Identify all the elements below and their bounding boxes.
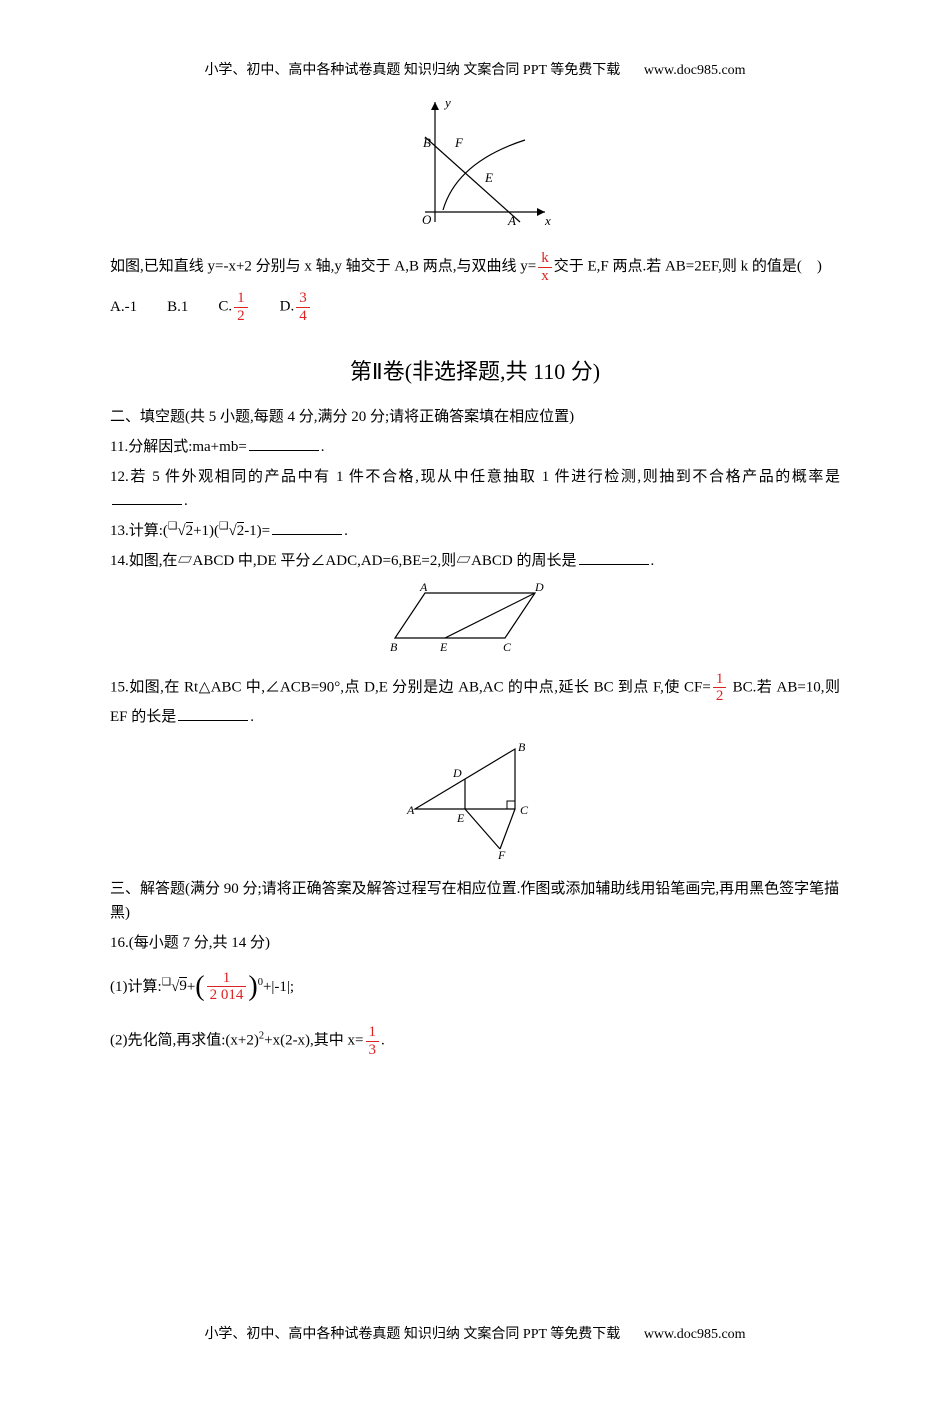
page-header: 小学、初中、高中各种试卷真题 知识归纳 文案合同 PPT 等免费下载 www.d… <box>110 60 840 82</box>
svg-text:D: D <box>534 583 544 594</box>
q10-options: A.-1 B.1 C.12 D.34 <box>110 290 840 324</box>
q11: 11.分解因式:ma+mb=. <box>110 435 840 459</box>
svg-text:y: y <box>443 95 451 110</box>
part2-title: 第Ⅱ卷(非选择题,共 110 分) <box>110 354 840 389</box>
figure-q10: y x O B F E A <box>110 92 840 240</box>
svg-text:x: x <box>544 213 551 228</box>
frac-k-x: kx <box>538 250 552 284</box>
opt-a: A.-1 <box>110 295 137 319</box>
blank <box>249 435 319 451</box>
q15: 15.如图,在 Rt△ABC 中,∠ACB=90°,点 D,E 分别是边 AB,… <box>110 671 840 729</box>
svg-text:A: A <box>507 213 516 228</box>
q13: 13.计算:(❑√2+1)(❑√2-1)=. <box>110 519 840 543</box>
svg-text:O: O <box>422 212 432 227</box>
blank <box>112 489 182 505</box>
svg-text:B: B <box>518 740 526 754</box>
svg-text:F: F <box>454 135 464 150</box>
opt-b: B.1 <box>167 295 188 319</box>
footer-text: 小学、初中、高中各种试卷真题 知识归纳 文案合同 PPT 等免费下载 <box>204 1327 620 1342</box>
svg-text:A: A <box>419 583 428 594</box>
header-text: 小学、初中、高中各种试卷真题 知识归纳 文案合同 PPT 等免费下载 <box>204 63 620 78</box>
opt-d: D.34 <box>280 290 312 324</box>
svg-text:D: D <box>452 766 462 780</box>
opt-c: C.12 <box>218 290 249 324</box>
q16-2: (2)先化简,再求值:(x+2)2+x(2-x),其中 x=13. <box>110 1024 840 1058</box>
q10-graph-svg: y x O B F E A <box>395 92 555 232</box>
svg-text:C: C <box>503 640 512 653</box>
svg-text:F: F <box>497 848 506 859</box>
q10-text: 如图,已知直线 y=-x+2 分别与 x 轴,y 轴交于 A,B 两点,与双曲线… <box>110 250 840 284</box>
page-footer: 小学、初中、高中各种试卷真题 知识归纳 文案合同 PPT 等免费下载 www.d… <box>110 1324 840 1346</box>
blank <box>178 705 248 721</box>
q12: 12.若 5 件外观相同的产品中有 1 件不合格,现从中任意抽取 1 件进行检测… <box>110 465 840 513</box>
footer-url: www.doc985.com <box>644 1327 746 1342</box>
q16-head: 16.(每小题 7 分,共 14 分) <box>110 931 840 955</box>
svg-text:B: B <box>390 640 398 653</box>
svg-text:A: A <box>406 803 415 817</box>
svg-text:E: E <box>456 811 465 825</box>
svg-text:E: E <box>439 640 448 653</box>
figure-q14: A D B E C <box>110 583 840 661</box>
part3-sub: 三、解答题(满分 90 分;请将正确答案及解答过程写在相应位置.作图或添加辅助线… <box>110 877 840 925</box>
q15-svg: A B C D E F <box>395 739 555 859</box>
part2-sub: 二、填空题(共 5 小题,每题 4 分,满分 20 分;请将正确答案填在相应位置… <box>110 405 840 429</box>
header-url: www.doc985.com <box>644 63 746 78</box>
q16-1: (1)计算:❑√9+(12 014)0+|-1|; <box>110 965 840 1010</box>
svg-text:C: C <box>520 803 529 817</box>
blank <box>272 519 342 535</box>
blank <box>579 549 649 565</box>
q14-svg: A D B E C <box>385 583 565 653</box>
svg-text:B: B <box>423 135 431 150</box>
svg-text:E: E <box>484 170 493 185</box>
figure-q15: A B C D E F <box>110 739 840 867</box>
q14: 14.如图,在▱ABCD 中,DE 平分∠ADC,AD=6,BE=2,则▱ABC… <box>110 549 840 573</box>
